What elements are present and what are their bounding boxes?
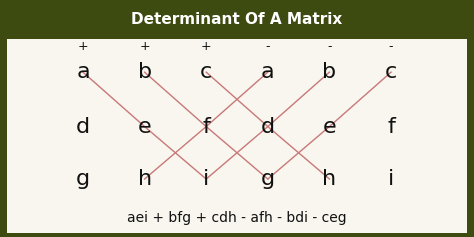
Text: +: + bbox=[139, 40, 150, 53]
Text: e: e bbox=[323, 117, 336, 137]
Text: +: + bbox=[78, 40, 88, 53]
Text: a: a bbox=[76, 62, 90, 82]
Text: h: h bbox=[322, 169, 337, 189]
Text: b: b bbox=[137, 62, 152, 82]
FancyBboxPatch shape bbox=[7, 4, 467, 36]
Text: f: f bbox=[202, 117, 210, 137]
Text: h: h bbox=[137, 169, 152, 189]
Text: c: c bbox=[385, 62, 397, 82]
Text: c: c bbox=[200, 62, 212, 82]
Text: d: d bbox=[76, 117, 90, 137]
Text: i: i bbox=[388, 169, 394, 189]
Text: -: - bbox=[327, 40, 332, 53]
Text: i: i bbox=[203, 169, 210, 189]
Text: -: - bbox=[265, 40, 270, 53]
Text: aei + bfg + cdh - afh - bdi - ceg: aei + bfg + cdh - afh - bdi - ceg bbox=[127, 211, 347, 225]
Text: a: a bbox=[261, 62, 274, 82]
Text: Determinant Of A Matrix: Determinant Of A Matrix bbox=[131, 12, 343, 27]
Text: g: g bbox=[76, 169, 90, 189]
Text: g: g bbox=[261, 169, 275, 189]
FancyBboxPatch shape bbox=[7, 39, 467, 233]
Text: +: + bbox=[201, 40, 211, 53]
Text: f: f bbox=[387, 117, 395, 137]
Text: e: e bbox=[138, 117, 151, 137]
Text: b: b bbox=[322, 62, 337, 82]
Text: -: - bbox=[389, 40, 393, 53]
Text: d: d bbox=[261, 117, 275, 137]
